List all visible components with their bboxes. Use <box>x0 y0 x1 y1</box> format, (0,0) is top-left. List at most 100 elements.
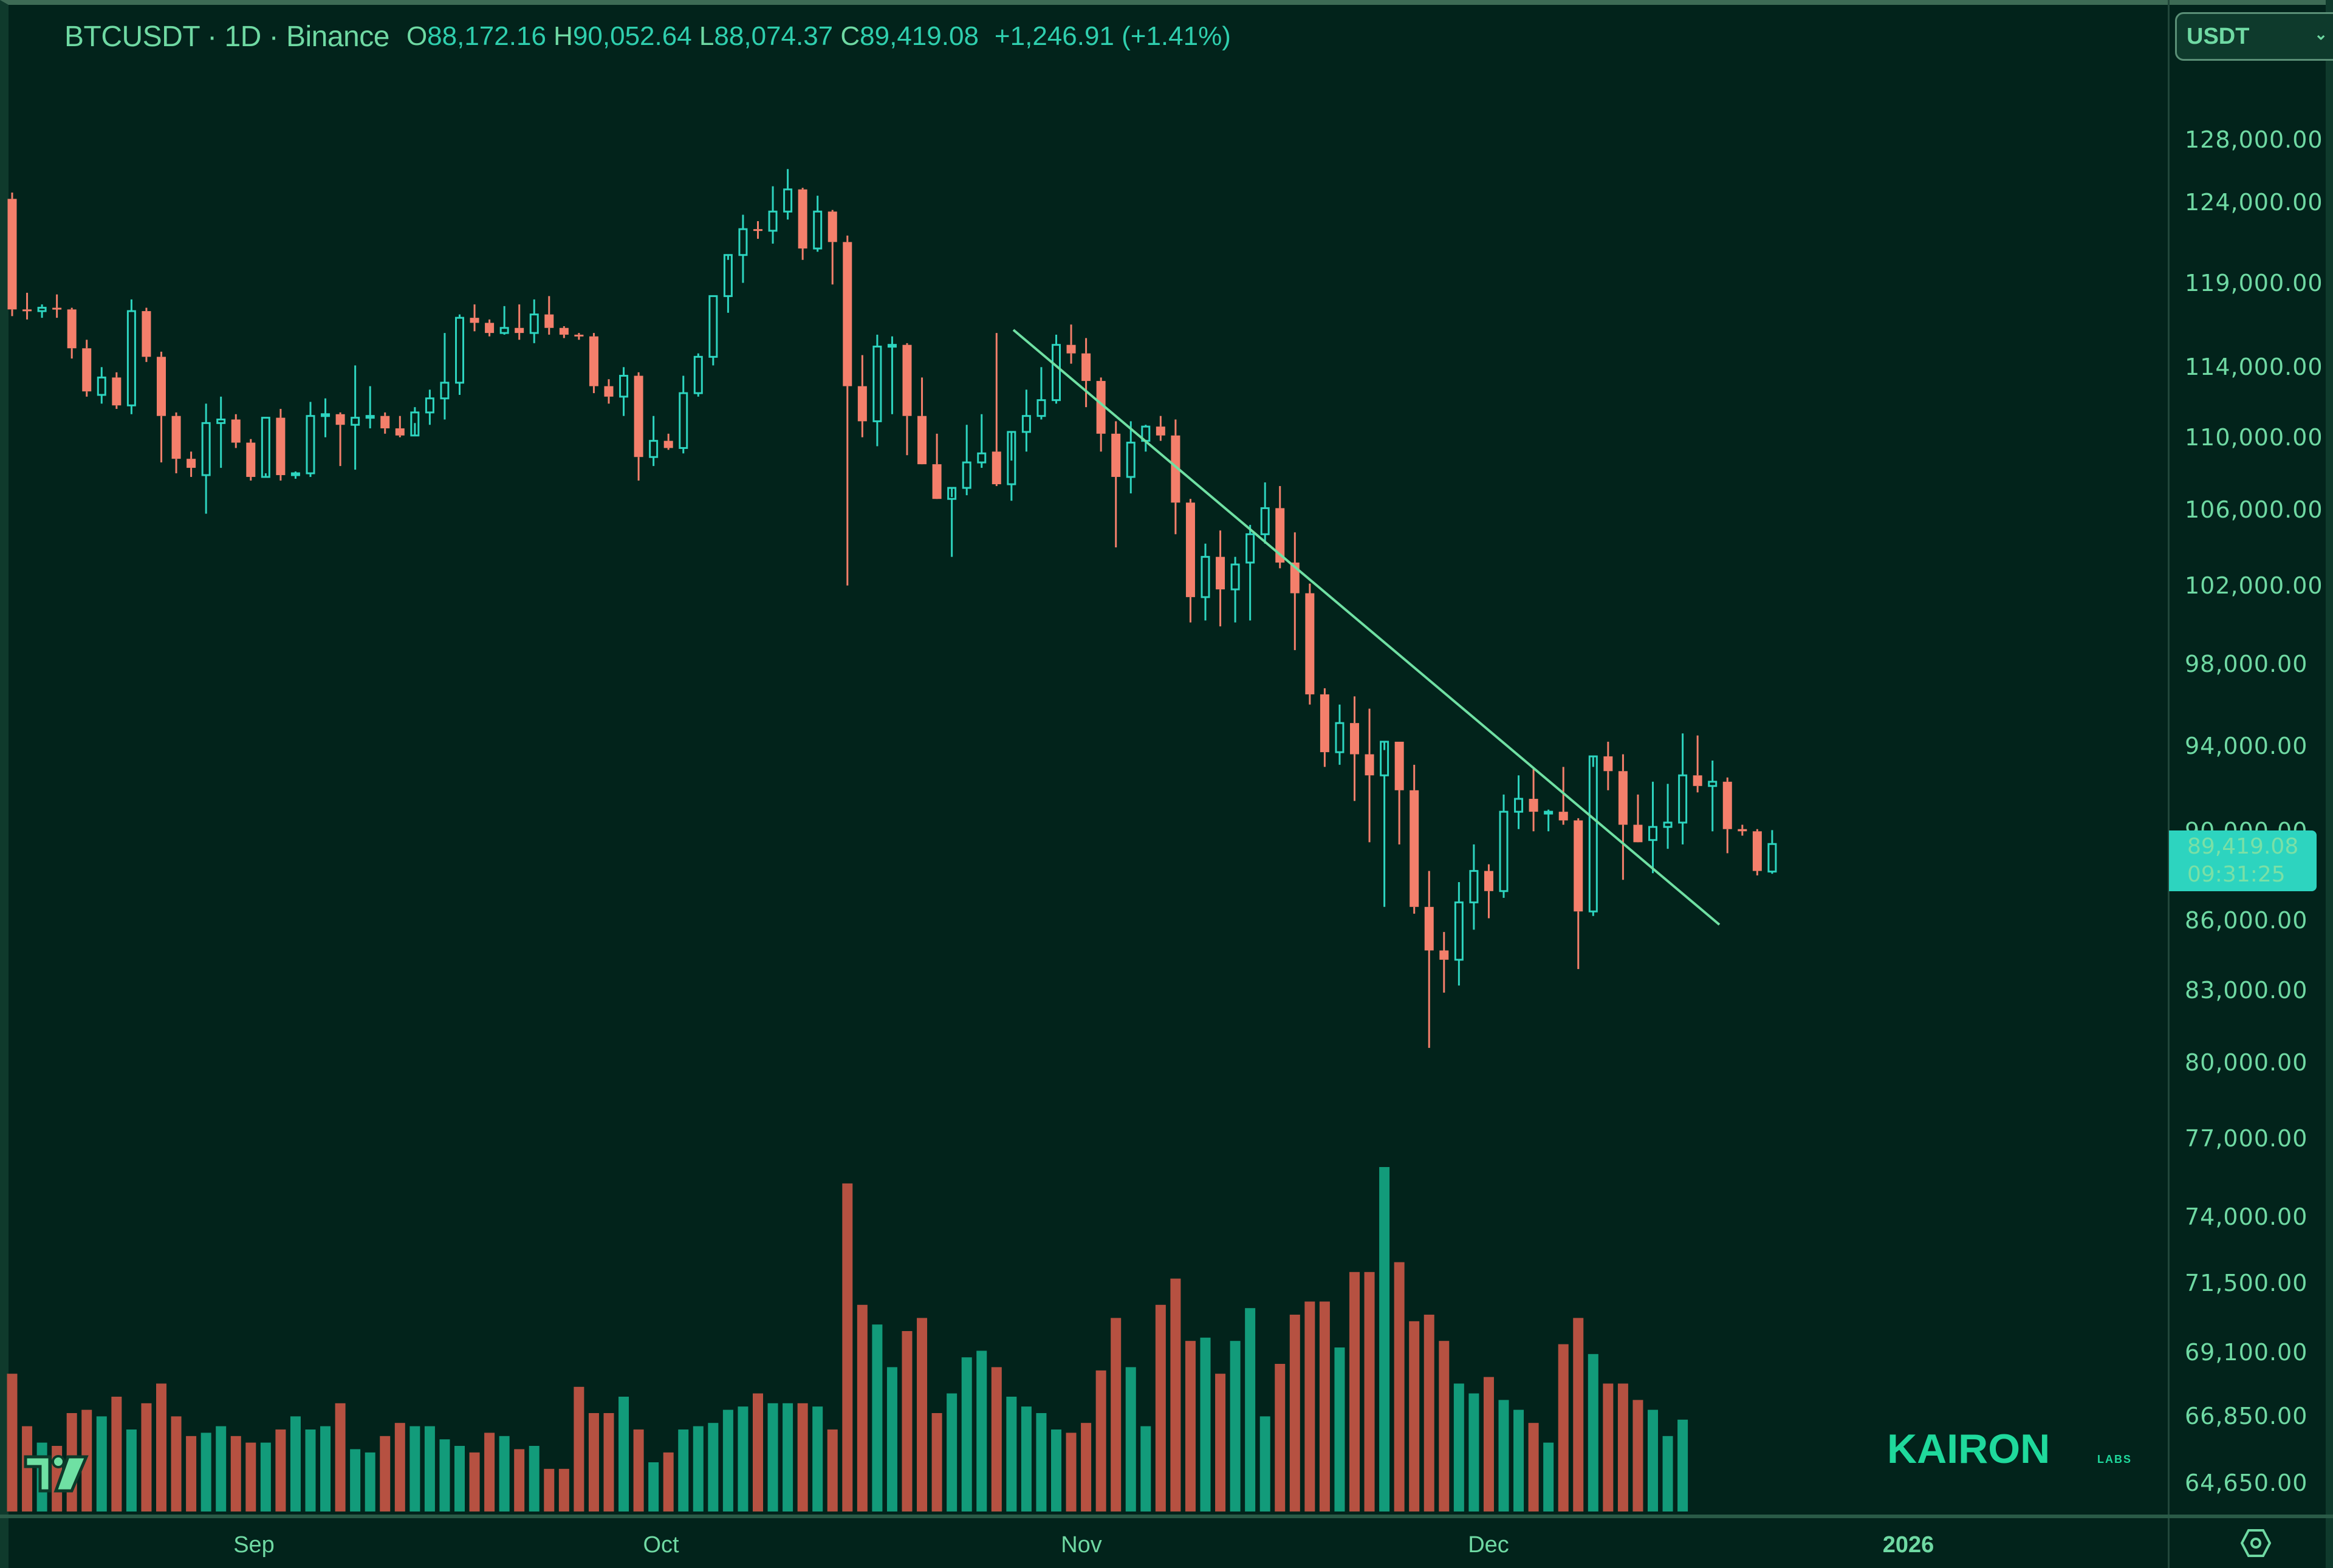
candle-down <box>1529 798 1538 812</box>
volume-bar <box>499 1436 510 1512</box>
volume-bar <box>1319 1301 1330 1512</box>
candle-up <box>1514 798 1524 813</box>
candle-down <box>574 334 584 337</box>
candle-down <box>634 375 643 457</box>
candle-down <box>902 344 912 416</box>
volume-bar <box>1483 1377 1494 1512</box>
window-edge <box>2326 0 2333 1568</box>
candle-up <box>306 415 315 474</box>
candle-up <box>1663 821 1673 828</box>
volume-bar <box>1364 1272 1375 1512</box>
volume-bar <box>1498 1400 1509 1512</box>
kairon-labs-logo: KAIRON LABS <box>1887 1428 2131 1470</box>
volume-bar <box>633 1429 644 1512</box>
volume-bar <box>1111 1318 1122 1512</box>
volume-bar <box>558 1468 569 1512</box>
time-axis[interactable] <box>0 1515 2333 1568</box>
volume-bar <box>1185 1341 1196 1512</box>
volume-bar <box>380 1436 391 1512</box>
price-label: 98,000.00 <box>2185 651 2308 678</box>
volume-bar <box>1140 1426 1151 1512</box>
volume-bar <box>1617 1383 1628 1512</box>
candle-up <box>947 487 957 500</box>
candle-up <box>201 422 211 476</box>
volume-bar <box>1215 1374 1226 1512</box>
trendline[interactable] <box>1012 329 1721 926</box>
candle-down <box>515 327 524 334</box>
candle-down <box>559 327 569 335</box>
candle-up <box>693 355 703 394</box>
candle-down <box>22 309 32 312</box>
volume-bar <box>1245 1308 1256 1512</box>
close-label: C <box>840 21 860 51</box>
candle-down <box>485 323 495 334</box>
volume-bar <box>1394 1262 1405 1512</box>
symbol-title[interactable]: BTCUSDT · 1D · Binance <box>64 20 389 53</box>
time-label-2026: 2026 <box>1882 1532 1934 1558</box>
tradingview-logo-icon[interactable] <box>23 1452 90 1497</box>
bar-countdown: 09:31:25 <box>2187 862 2286 887</box>
settings-icon[interactable] <box>2241 1528 2271 1558</box>
candle-down <box>395 428 405 436</box>
candle-up <box>1588 755 1598 912</box>
volume-bar <box>156 1383 166 1512</box>
volume-bar <box>931 1413 942 1512</box>
candle-down <box>1216 556 1225 590</box>
volume-bar <box>1259 1416 1270 1512</box>
candle-up <box>97 376 106 396</box>
volume-bar <box>1632 1400 1643 1512</box>
volume-bar <box>260 1442 271 1512</box>
volume-bar <box>827 1429 838 1512</box>
price-label: 77,000.00 <box>2185 1125 2308 1152</box>
volume-bar <box>1021 1406 1032 1512</box>
candle-down <box>276 417 286 476</box>
volume-bar <box>1081 1423 1092 1512</box>
volume-bar <box>1170 1278 1181 1512</box>
candle-down <box>1424 906 1434 951</box>
price-label: 64,650.00 <box>2185 1470 2308 1496</box>
volume-bar <box>1513 1409 1524 1512</box>
volume-bar <box>469 1452 480 1512</box>
candle-up <box>410 411 420 437</box>
price-label: 124,000.00 <box>2185 188 2323 216</box>
candle-up <box>425 397 434 414</box>
volume-bar <box>917 1318 928 1512</box>
candle-down <box>1394 741 1404 790</box>
candle-down <box>1618 771 1628 825</box>
time-label-dec: Dec <box>1468 1532 1509 1558</box>
low-label: L <box>699 21 714 51</box>
candle-down <box>67 309 77 349</box>
volume-bar <box>618 1397 629 1512</box>
candle-down <box>917 416 927 465</box>
price-axis[interactable] <box>2168 0 2333 1568</box>
candle-up <box>1007 431 1016 485</box>
candle-up <box>351 417 360 426</box>
volume-bar <box>961 1357 972 1512</box>
price-label: 119,000.00 <box>2185 269 2323 296</box>
volume-bar <box>216 1426 227 1512</box>
candle-down <box>992 451 1001 485</box>
candle-down <box>1693 775 1702 786</box>
volume-bar <box>812 1406 823 1512</box>
price-label: 69,100.00 <box>2185 1339 2308 1366</box>
candle-up <box>37 307 47 312</box>
candle-down <box>380 416 390 429</box>
currency-select[interactable]: USDT ⌄ <box>2175 12 2333 61</box>
volume-bar <box>738 1406 749 1512</box>
chevron-down-icon: ⌄ <box>2314 25 2328 43</box>
candle-down <box>1305 593 1315 694</box>
volume-bar <box>1409 1321 1420 1512</box>
volume-bar <box>320 1426 331 1512</box>
volume-bar <box>394 1423 405 1512</box>
last-price-tag: 89,419.08 09:31:25 <box>2169 830 2317 891</box>
candle-up <box>261 417 270 478</box>
price-chart[interactable] <box>0 0 2163 1515</box>
volume-bar <box>1200 1337 1211 1512</box>
volume-bar <box>1275 1364 1286 1512</box>
candle-down <box>857 386 867 422</box>
candle-down <box>82 348 92 392</box>
volume-bar <box>1066 1433 1077 1512</box>
candle-up <box>1648 826 1657 841</box>
candle-up <box>1260 507 1270 535</box>
